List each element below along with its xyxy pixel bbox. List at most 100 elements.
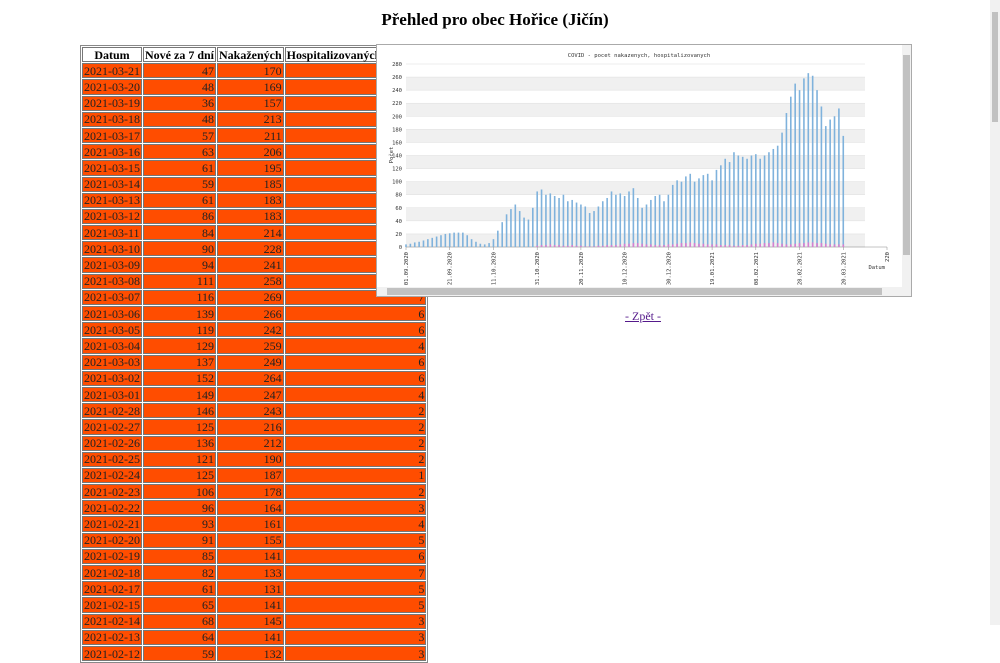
- table-head: Datum Nové za 7 dní Nakažených Hospitalizov…: [82, 47, 427, 63]
- y-tick-label: 120: [392, 167, 402, 173]
- y-tick-label: 280: [392, 62, 402, 68]
- bar: [807, 73, 810, 248]
- bar: [702, 175, 705, 247]
- bar: [422, 240, 425, 247]
- table-cell: 2021-02-18: [82, 565, 142, 581]
- table-cell: 61: [143, 581, 216, 597]
- table-cell: 2021-03-21: [82, 63, 142, 79]
- bar: [755, 243, 757, 247]
- body: {"header":{"title":"Přehled pro obec Hoř…: [80, 0, 1000, 663]
- table-cell: 178: [217, 484, 284, 500]
- bar: [689, 242, 692, 247]
- table-cell: 2021-03-07: [82, 289, 142, 305]
- table-row: 2021-02-14 68 145 3: [82, 613, 427, 629]
- bar: [566, 201, 569, 247]
- table-cell: 5: [284, 597, 427, 613]
- table-cell: 2021-03-16: [82, 144, 142, 160]
- bar: [838, 244, 840, 247]
- bar: [588, 246, 591, 247]
- bar: [798, 90, 801, 247]
- scroll-thumb[interactable]: [992, 12, 998, 122]
- table-cell: 3: [284, 629, 427, 645]
- bar: [444, 233, 447, 247]
- bar: [728, 245, 731, 247]
- horizontal-scrollbar[interactable]: [377, 287, 911, 296]
- table-row: 2021-03-15611955: [82, 160, 427, 176]
- bar: [435, 236, 438, 247]
- bar: [549, 244, 552, 247]
- table-cell: 145: [217, 613, 284, 629]
- table-cell: 214: [217, 225, 284, 241]
- bar: [636, 197, 639, 247]
- table-cell: 91: [143, 532, 216, 548]
- bar: [483, 244, 486, 247]
- table-cell: 4: [284, 516, 427, 532]
- bar: [597, 206, 600, 247]
- table-row: 2021-02-19 85 141 6: [82, 548, 427, 564]
- bar: [632, 188, 635, 247]
- grid-band: [406, 77, 865, 91]
- bar: [807, 242, 810, 247]
- table-row: 2021-03-04 129 259 4: [82, 338, 427, 354]
- bar: [427, 239, 429, 247]
- table-cell: 57: [143, 127, 216, 144]
- table-cell: 206: [217, 144, 284, 160]
- table-row: 2021-03-09942416: [82, 257, 427, 273]
- table-cell: 139: [143, 306, 216, 322]
- grid-band: [406, 155, 865, 169]
- table-cell: 2021-02-26: [82, 435, 142, 451]
- bar: [492, 239, 495, 247]
- bar: [715, 244, 718, 247]
- x-tick-label: 31.10.2020: [535, 252, 541, 285]
- bar: [601, 201, 604, 247]
- table-row: 2021-03-19361574: [82, 95, 427, 111]
- scroll-thumb[interactable]: [903, 55, 910, 255]
- bar: [532, 207, 534, 247]
- table-cell: 36: [143, 95, 216, 111]
- table-cell: 183: [217, 208, 284, 225]
- table-cell: 152: [143, 370, 216, 386]
- table-cell: 59: [143, 176, 216, 192]
- bar: [549, 193, 552, 247]
- table-cell: 47: [143, 63, 216, 79]
- table-cell: 6: [284, 548, 427, 564]
- bar: [645, 204, 648, 247]
- grid-band: [406, 233, 865, 247]
- bar: [619, 244, 622, 247]
- table-cell: 2021-03-19: [82, 95, 142, 111]
- bar: [816, 90, 818, 247]
- bar: [654, 196, 657, 247]
- table-cell: 212: [217, 435, 284, 451]
- bar: [746, 245, 748, 247]
- scroll-thumb[interactable]: [387, 288, 882, 295]
- bar: [641, 207, 643, 247]
- table-row: 2021-02-24 125 187 1: [82, 467, 427, 484]
- bar: [720, 165, 722, 247]
- bar: [510, 209, 512, 247]
- bar: [750, 155, 753, 247]
- table-cell: 2021-02-21: [82, 516, 142, 532]
- vertical-scrollbar[interactable]: [902, 45, 911, 287]
- bar: [724, 245, 727, 247]
- table-cell: 2021-02-28: [82, 403, 142, 419]
- table-cell: 93: [143, 516, 216, 532]
- bar: [711, 180, 713, 247]
- bar: [803, 243, 805, 247]
- bar: [575, 245, 578, 247]
- table-row: 2021-02-15 65 141 5: [82, 597, 427, 613]
- bar: [680, 181, 683, 247]
- back-link[interactable]: - Zpět -: [625, 309, 661, 323]
- table-row: 2021-03-17572114: [82, 127, 427, 144]
- table-row: 2021-02-18 82 133 7: [82, 565, 427, 581]
- bar: [632, 243, 635, 247]
- bar: [790, 244, 792, 247]
- bar: [816, 243, 818, 247]
- table-cell: 169: [217, 79, 284, 95]
- table-cell: 3: [284, 613, 427, 629]
- bar: [597, 245, 600, 247]
- bar: [654, 245, 657, 247]
- chart: COVID - pocet nakazenych, hospitalizovan…: [388, 53, 891, 285]
- page-scrollbar[interactable]: [990, 0, 1000, 625]
- bar: [440, 235, 442, 247]
